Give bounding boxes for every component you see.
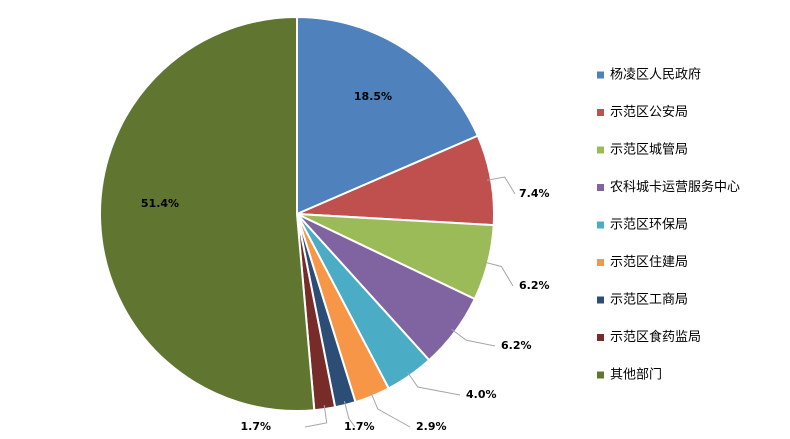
legend-swatch <box>597 371 604 379</box>
legend-swatch <box>597 296 604 304</box>
data-label: 18.5% <box>354 90 392 103</box>
leader-line <box>483 261 514 287</box>
data-label: 6.2% <box>501 339 532 352</box>
legend-label: 农科城卡运营服务中心 <box>610 179 740 195</box>
leader-line <box>486 176 516 195</box>
data-label: 6.2% <box>519 279 550 292</box>
data-label: 4.0% <box>466 388 497 401</box>
data-label: 1.7% <box>240 420 271 433</box>
pie-slice <box>99 15 316 412</box>
leader-line <box>451 328 496 347</box>
legend-swatch <box>597 146 604 154</box>
legend-label: 示范区工商局 <box>610 293 688 308</box>
legend-swatch <box>597 71 604 79</box>
legend: 杨凌区人民政府示范区公安局示范区城管局农科城卡运营服务中心示范区环保局示范区住建… <box>597 68 740 383</box>
legend-label: 其他部门 <box>610 368 662 383</box>
pie-slice <box>296 15 480 216</box>
legend-swatch <box>597 259 604 266</box>
legend-swatch <box>597 109 604 116</box>
leader-line <box>343 400 356 428</box>
legend-swatch <box>597 184 604 191</box>
leader-line <box>407 371 461 396</box>
legend-swatch <box>597 221 604 229</box>
leader-line <box>370 392 411 428</box>
legend-swatch <box>597 334 604 341</box>
data-label: 2.9% <box>416 420 447 433</box>
leader-lines <box>304 176 516 428</box>
data-labels: 18.5% 7.4% 6.2% 6.2% 4.0% 2.9% 1.7% 1.7% 51.4% <box>141 90 550 433</box>
leader-line <box>304 405 328 428</box>
legend-label: 示范区环保局 <box>610 218 688 233</box>
pie-slices <box>99 15 495 412</box>
data-label: 51.4% <box>141 197 179 210</box>
legend-label: 示范区食药监局 <box>610 329 701 345</box>
legend-label: 示范区公安局 <box>610 105 688 120</box>
legend-label: 示范区住建局 <box>610 255 688 270</box>
legend-label: 示范区城管局 <box>610 143 688 158</box>
legend-label: 杨凌区人民政府 <box>610 68 701 83</box>
data-label: 1.7% <box>344 420 375 433</box>
data-label: 7.4% <box>519 187 550 200</box>
